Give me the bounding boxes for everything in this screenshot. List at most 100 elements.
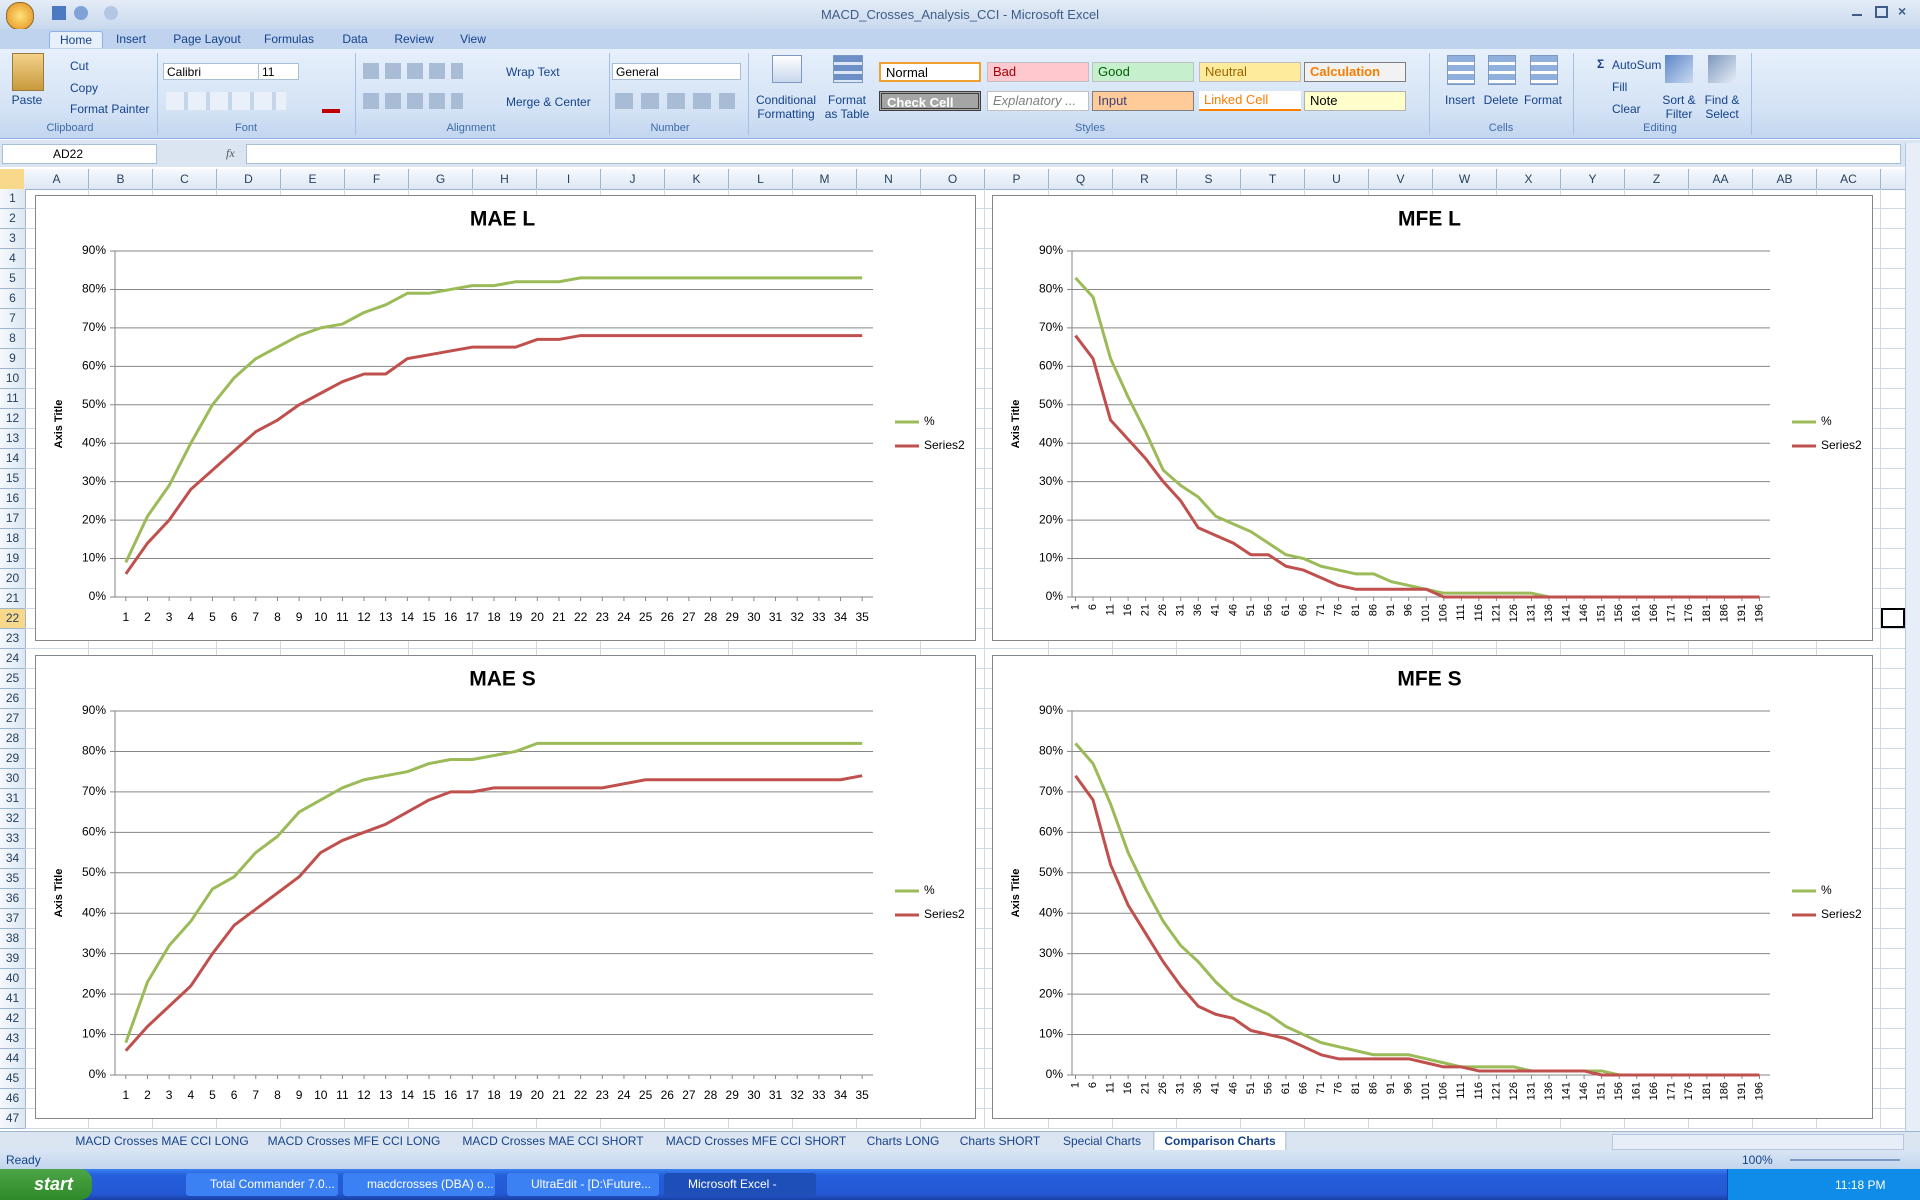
row-header[interactable]: 35 [0, 869, 25, 889]
paste-button[interactable]: Paste [11, 93, 43, 107]
column-header[interactable]: E [281, 169, 345, 189]
row-header[interactable]: 17 [0, 509, 25, 529]
column-header[interactable]: U [1305, 169, 1369, 189]
find-select-icon[interactable] [1708, 55, 1736, 83]
row-header[interactable]: 2 [0, 209, 25, 229]
minimize-button[interactable] [1852, 14, 1862, 16]
sheet-tab[interactable]: Comparison Charts [1153, 1132, 1287, 1151]
horizontal-scrollbar[interactable] [1612, 1134, 1904, 1150]
ribbon-tab[interactable]: Insert [115, 32, 147, 46]
align-buttons[interactable] [363, 63, 463, 79]
close-button[interactable]: × [1898, 3, 1907, 19]
cell-style[interactable]: Input [1092, 91, 1194, 111]
column-header[interactable]: L [729, 169, 793, 189]
sheet-tab[interactable]: MACD Crosses MAE CCI LONG [75, 1134, 249, 1148]
find-select-button[interactable]: Select [1705, 107, 1739, 121]
column-header[interactable]: W [1433, 169, 1497, 189]
ribbon-tab[interactable]: View [460, 32, 486, 46]
column-header[interactable]: J [601, 169, 665, 189]
column-header[interactable]: D [217, 169, 281, 189]
insert-button[interactable]: Insert [1444, 93, 1476, 107]
row-header[interactable]: 11 [0, 389, 25, 409]
wrap-text-button[interactable]: Wrap Text [506, 65, 560, 79]
cell-style[interactable]: Linked Cell [1199, 91, 1301, 111]
column-header[interactable]: M [793, 169, 857, 189]
copy-button[interactable]: Copy [70, 81, 99, 95]
save-icon[interactable] [52, 6, 66, 20]
number-buttons[interactable] [615, 93, 735, 109]
row-header[interactable]: 39 [0, 949, 25, 969]
paste-icon[interactable] [12, 53, 44, 91]
row-header[interactable]: 18 [0, 529, 25, 549]
column-header[interactable]: Z [1625, 169, 1689, 189]
ribbon-tab[interactable]: Data [342, 32, 368, 46]
row-header[interactable]: 13 [0, 429, 25, 449]
format-icon[interactable] [1530, 55, 1558, 85]
sheet-tab[interactable]: MACD Crosses MFE CCI LONG [267, 1134, 441, 1148]
fx-button[interactable]: fx [226, 146, 235, 160]
row-header[interactable]: 41 [0, 989, 25, 1009]
row-header[interactable]: 42 [0, 1009, 25, 1029]
format-as-table-button[interactable]: Format [827, 93, 867, 107]
row-header[interactable]: 3 [0, 229, 25, 249]
active-column-header[interactable] [0, 169, 24, 189]
sheet-tab[interactable]: Charts SHORT [959, 1134, 1041, 1148]
row-header[interactable]: 31 [0, 789, 25, 809]
row-header[interactable]: 22 [0, 609, 25, 629]
chart[interactable]: MAE S Axis Title 0% 10% 20% 30% 40% 50% 60% 70% 80… [35, 655, 976, 1119]
font-color-button[interactable] [322, 93, 340, 113]
align-buttons[interactable] [363, 93, 463, 109]
column-header[interactable]: F [345, 169, 409, 189]
active-cell[interactable] [1881, 608, 1905, 628]
formula-input[interactable] [246, 144, 1901, 164]
cell-style[interactable]: Calculation [1304, 62, 1406, 82]
column-header[interactable]: G [409, 169, 473, 189]
ribbon-tab[interactable]: Page Layout [173, 32, 241, 46]
format-button[interactable]: Format [1523, 93, 1563, 107]
merge-center-button[interactable]: Merge & Center [506, 95, 591, 109]
column-header[interactable]: AC [1817, 169, 1881, 189]
row-header[interactable]: 9 [0, 349, 25, 369]
row-header[interactable]: 16 [0, 489, 25, 509]
vertical-scrollbar[interactable] [1905, 143, 1920, 1131]
row-header[interactable]: 24 [0, 649, 25, 669]
cell-style[interactable]: Note [1304, 91, 1406, 111]
row-header[interactable]: 32 [0, 809, 25, 829]
row-header[interactable]: 44 [0, 1049, 25, 1069]
row-header[interactable]: 14 [0, 449, 25, 469]
column-header[interactable]: AA [1689, 169, 1753, 189]
fill-button[interactable]: Fill [1612, 80, 1628, 94]
taskbar-item[interactable]: Total Commander 7.0... [186, 1173, 338, 1196]
column-header[interactable]: R [1113, 169, 1177, 189]
column-header[interactable]: S [1177, 169, 1241, 189]
delete-button[interactable]: Delete [1483, 93, 1519, 107]
row-header[interactable]: 5 [0, 269, 25, 289]
cell-style[interactable]: Neutral [1199, 62, 1301, 82]
delete-icon[interactable] [1488, 55, 1516, 85]
sort-filter-icon[interactable] [1665, 55, 1693, 83]
row-header[interactable]: 34 [0, 849, 25, 869]
row-header[interactable]: 47 [0, 1109, 25, 1129]
row-header[interactable]: 1 [0, 189, 25, 209]
taskbar-item[interactable]: Microsoft Excel - MAC... [664, 1173, 816, 1196]
cell-style[interactable]: Normal [879, 62, 981, 82]
cell-style[interactable]: Bad [987, 62, 1089, 82]
sheet-tab[interactable]: MACD Crosses MFE CCI SHORT [665, 1134, 847, 1148]
font-name-box[interactable]: Calibri [163, 63, 260, 80]
row-header[interactable]: 29 [0, 749, 25, 769]
chart[interactable]: MFE S Axis Title 0% 10% 20% 30% 40% 50% 60% 70% 80… [992, 655, 1873, 1119]
taskbar-item[interactable]: macdcrosses (DBA) o... [343, 1173, 495, 1196]
column-header[interactable]: H [473, 169, 537, 189]
row-header[interactable]: 19 [0, 549, 25, 569]
column-header[interactable]: I [537, 169, 601, 189]
row-header[interactable]: 38 [0, 929, 25, 949]
conditional-formatting-icon[interactable] [772, 55, 802, 83]
column-header[interactable]: C [153, 169, 217, 189]
find-select-button[interactable]: Find & [1704, 93, 1740, 107]
row-header[interactable]: 15 [0, 469, 25, 489]
row-header[interactable]: 6 [0, 289, 25, 309]
row-header[interactable]: 7 [0, 309, 25, 329]
ribbon-tab[interactable]: Formulas [263, 32, 315, 46]
column-header[interactable]: AB [1753, 169, 1817, 189]
maximize-button[interactable] [1875, 6, 1888, 18]
